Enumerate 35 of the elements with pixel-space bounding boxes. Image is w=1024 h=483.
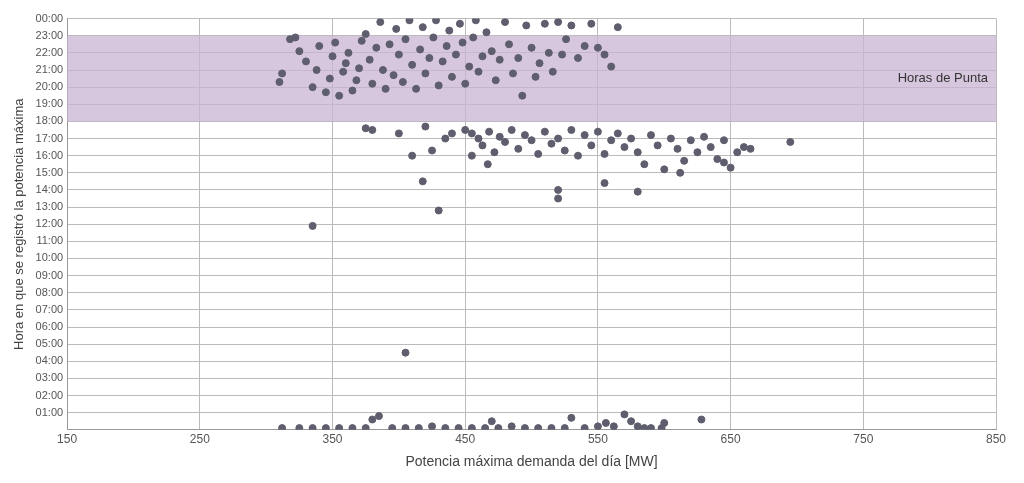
y-tick-label: 03:00: [35, 371, 64, 384]
y-tick-label: 22:00: [35, 45, 64, 58]
y-tick-label: 13:00: [35, 200, 64, 213]
x-axis-title: Potencia máxima demanda del día [MW]: [405, 453, 658, 470]
y-axis-title: Hora en que se registró la potencia máxima: [11, 97, 27, 350]
y-tick-label: 15:00: [35, 165, 64, 178]
band-label: Horas de Punta: [897, 70, 989, 86]
y-tick-label: 08:00: [35, 285, 64, 298]
y-tick-label: 17:00: [35, 131, 64, 144]
x-tick-label: 650: [720, 432, 741, 447]
y-tick-label: 20:00: [35, 80, 64, 93]
y-tick-label: 09:00: [35, 268, 64, 281]
y-tick-label: 02:00: [35, 388, 64, 401]
y-tick-label: 21:00: [35, 63, 64, 76]
x-tick-label: 150: [57, 432, 78, 447]
y-tick-label: 05:00: [35, 337, 64, 350]
y-tick-label: 23:00: [35, 28, 64, 41]
x-tick-label: 850: [985, 432, 1007, 447]
y-tick-label: 19:00: [35, 97, 64, 110]
x-tick-label: 250: [189, 432, 211, 447]
y-tick-label: 06:00: [35, 320, 64, 333]
x-tick-label: 750: [853, 432, 874, 447]
y-tick-label: 04:00: [35, 354, 64, 367]
y-tick-label: 01:00: [35, 405, 64, 418]
x-tick-label: 450: [455, 432, 476, 447]
y-tick-label: 00:00: [35, 11, 64, 24]
y-tick-label: 12:00: [35, 217, 64, 230]
y-tick-label: 11:00: [36, 234, 64, 247]
y-tick-label: 16:00: [35, 148, 64, 161]
x-tick-label: 550: [587, 432, 609, 447]
y-tick-label: 10:00: [35, 251, 64, 264]
y-tick-label: 07:00: [35, 302, 64, 315]
y-tick-label: 14:00: [35, 182, 64, 195]
x-tick-label: 350: [322, 432, 343, 447]
y-tick-label: 18:00: [35, 114, 64, 127]
